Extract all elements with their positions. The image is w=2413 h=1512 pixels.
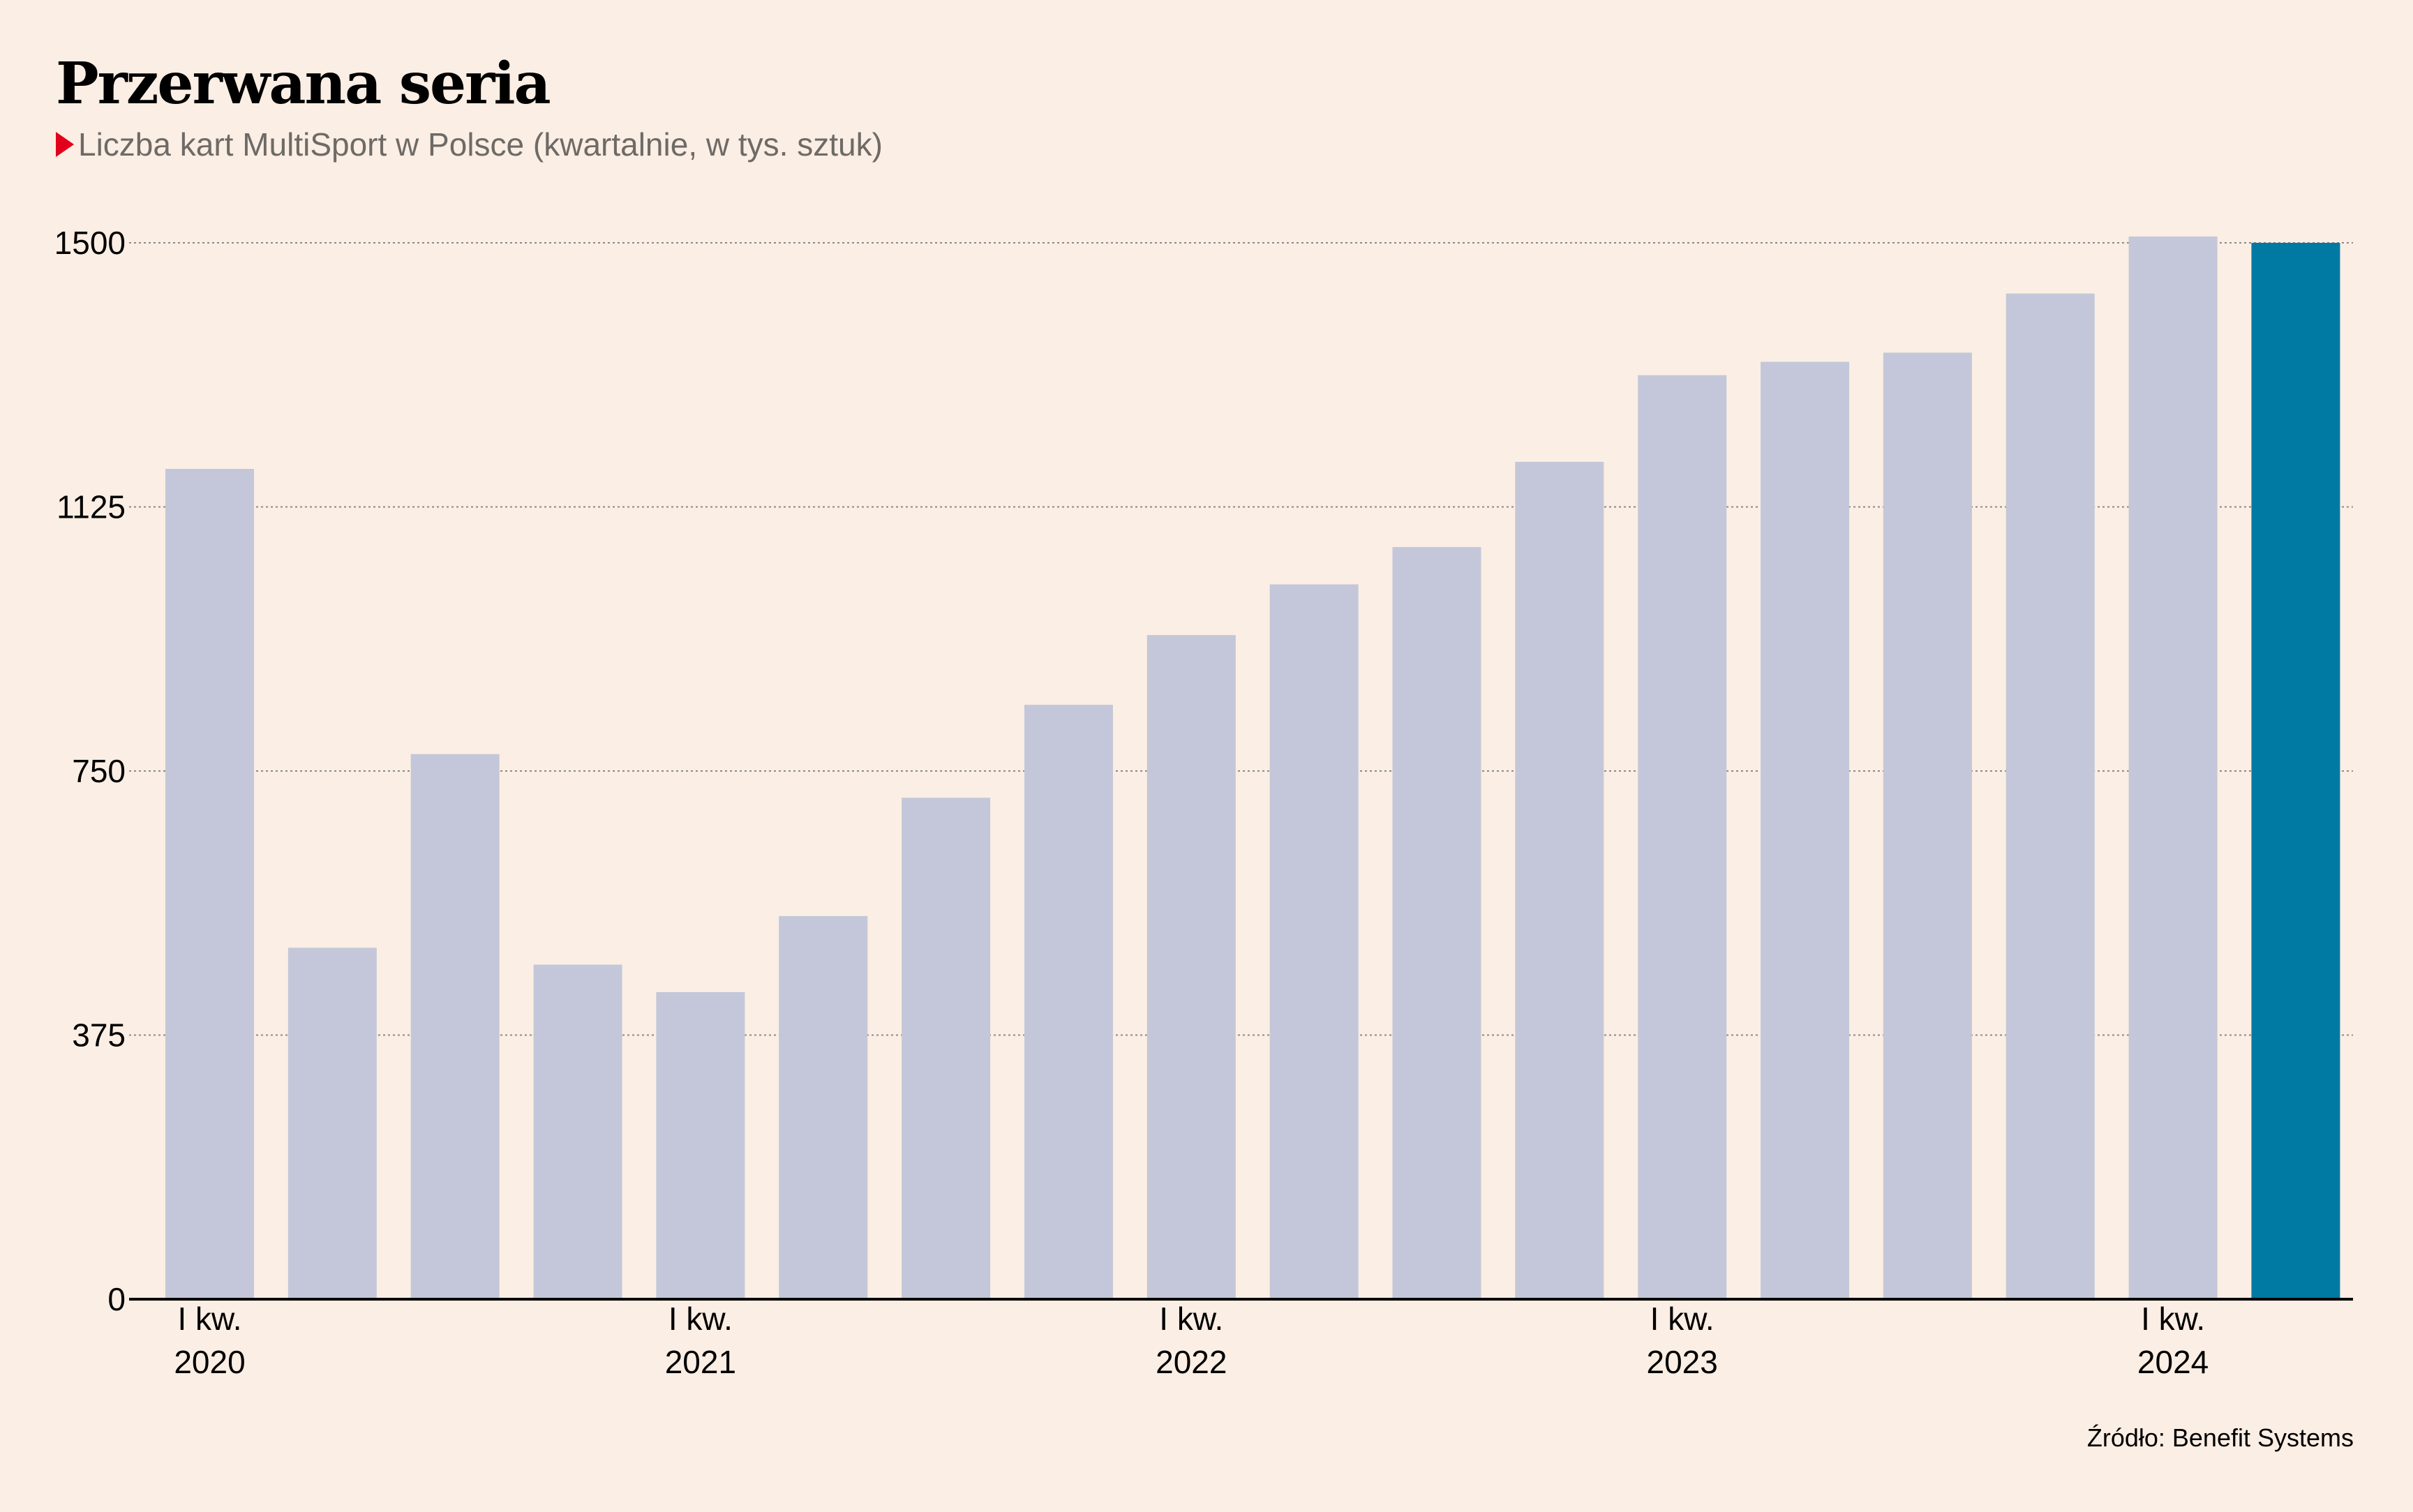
chart-subtitle-text: Liczba kart MultiSport w Polsce (kwartal… bbox=[78, 126, 883, 163]
bar bbox=[1024, 705, 1113, 1299]
y-tick-label: 750 bbox=[72, 753, 126, 789]
bar bbox=[779, 915, 868, 1299]
x-tick-label: I kw. bbox=[1159, 1301, 1223, 1337]
bar bbox=[1269, 584, 1359, 1300]
bar bbox=[2005, 293, 2095, 1299]
chart-subtitle: Liczba kart MultiSport w Polsce (kwartal… bbox=[56, 126, 883, 163]
x-tick-label: I kw. bbox=[1650, 1301, 1714, 1337]
triangle-marker-icon bbox=[56, 132, 74, 157]
bar bbox=[165, 468, 254, 1299]
bar bbox=[2251, 243, 2340, 1299]
x-tick-label: 2024 bbox=[2137, 1344, 2209, 1380]
bar bbox=[902, 798, 991, 1299]
chart-title: Przerwana seria bbox=[56, 50, 551, 117]
bar bbox=[1638, 375, 1727, 1299]
x-tick-label: I kw. bbox=[177, 1301, 241, 1337]
bar bbox=[656, 991, 745, 1299]
bar bbox=[1515, 461, 1604, 1300]
bar bbox=[1883, 352, 1972, 1299]
x-tick-label: 2022 bbox=[1156, 1344, 1227, 1380]
y-tick-label: 1500 bbox=[54, 225, 126, 261]
y-tick-label: 375 bbox=[72, 1017, 126, 1054]
bar bbox=[1392, 547, 1481, 1299]
bar bbox=[2128, 236, 2218, 1299]
bar bbox=[533, 964, 622, 1299]
source-note: Źródło: Benefit Systems bbox=[2086, 1423, 2354, 1452]
x-tick-label: 2020 bbox=[174, 1344, 245, 1380]
x-tick-label: I kw. bbox=[2141, 1301, 2205, 1337]
x-tick-label: 2023 bbox=[1647, 1344, 1718, 1380]
bar bbox=[287, 948, 377, 1299]
bar bbox=[1761, 361, 1850, 1299]
bar bbox=[1146, 635, 1236, 1299]
y-tick-label: 0 bbox=[107, 1281, 126, 1317]
x-tick-label: I kw. bbox=[668, 1301, 733, 1337]
x-tick-label: 2021 bbox=[665, 1344, 736, 1380]
bar bbox=[410, 754, 500, 1299]
y-tick-label: 1125 bbox=[57, 489, 126, 525]
